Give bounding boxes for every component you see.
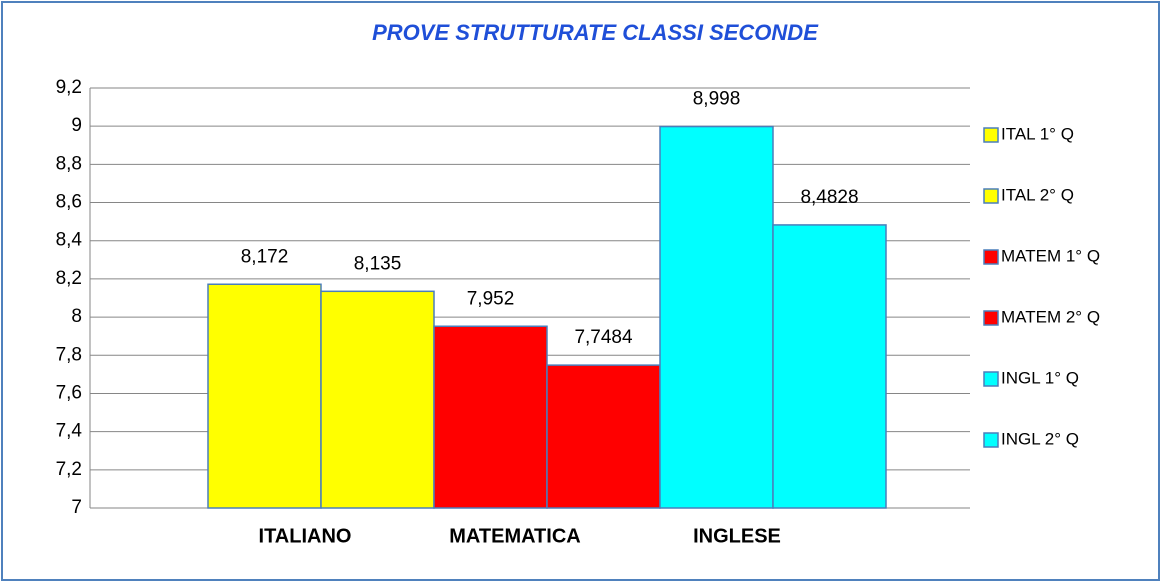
legend-swatch <box>983 371 999 387</box>
legend-swatch <box>983 249 999 265</box>
legend-swatch <box>983 188 999 204</box>
bar <box>546 364 661 509</box>
y-tick-label: 9 <box>71 115 82 136</box>
legend-label: ITAL 2° Q <box>1001 185 1074 204</box>
legend-label: MATEM 1° Q <box>1001 246 1100 265</box>
y-tick-label: 8 <box>71 306 82 327</box>
y-tick-label: 9,2 <box>56 77 82 98</box>
value-label: 8,135 <box>354 253 402 274</box>
y-tick-label: 8,2 <box>56 268 82 289</box>
bar <box>659 125 774 509</box>
y-tick-label: 7,8 <box>56 344 82 365</box>
y-tick-label: 7 <box>71 497 82 518</box>
legend-label: INGL 1° Q <box>1001 368 1079 387</box>
value-label: 8,998 <box>693 89 741 110</box>
legend-swatch <box>983 310 999 326</box>
legend-label: INGL 2° Q <box>1001 429 1079 448</box>
y-tick-label: 7,6 <box>56 382 82 403</box>
x-tick-label: ITALIANO <box>259 525 352 547</box>
chart-title: PROVE STRUTTURATE CLASSI SECONDE <box>372 20 819 45</box>
value-label: 8,172 <box>241 246 289 267</box>
value-label: 7,952 <box>467 288 515 309</box>
bar <box>772 224 887 509</box>
legend-swatch <box>983 432 999 448</box>
legend-label: MATEM 2° Q <box>1001 307 1100 326</box>
bar <box>433 325 548 509</box>
value-label: 8,4828 <box>800 187 858 208</box>
legend-label: ITAL 1° Q <box>1001 124 1074 143</box>
bar <box>207 283 322 509</box>
y-tick-label: 7,4 <box>56 421 83 442</box>
value-label: 7,7484 <box>574 327 633 348</box>
y-tick-label: 7,2 <box>56 459 82 480</box>
legend-swatch <box>983 127 999 143</box>
x-tick-label: INGLESE <box>693 525 781 547</box>
bar <box>320 290 435 509</box>
x-tick-label: MATEMATICA <box>449 525 580 547</box>
y-tick-label: 8,4 <box>56 230 83 251</box>
y-tick-label: 8,6 <box>56 192 82 213</box>
y-tick-label: 8,8 <box>56 153 82 174</box>
